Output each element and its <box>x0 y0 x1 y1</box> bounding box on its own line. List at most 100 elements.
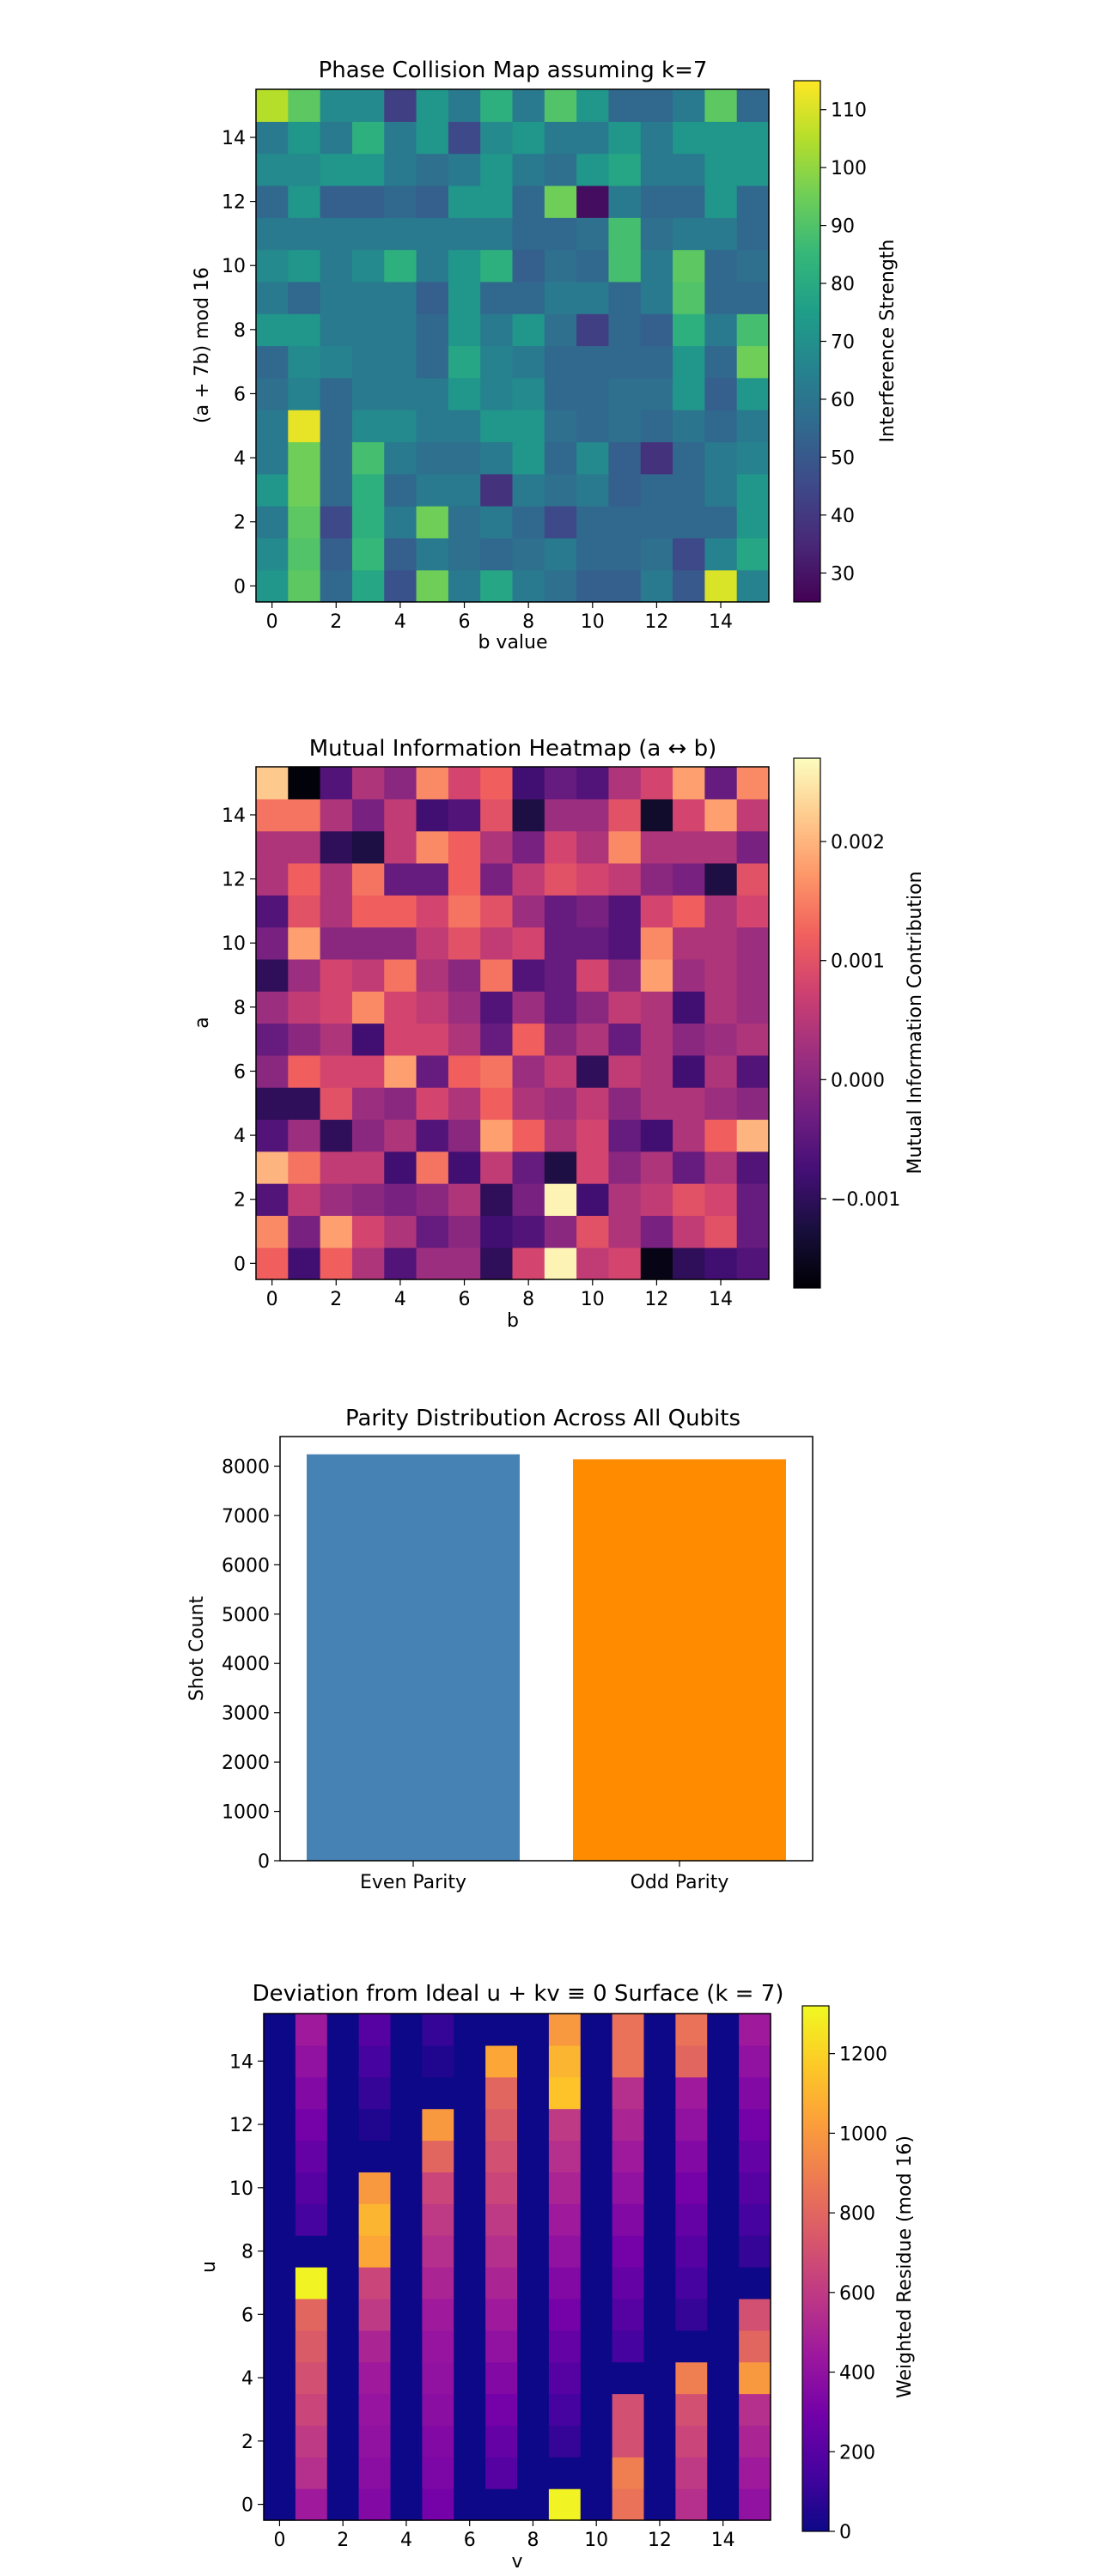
heatmap-cell <box>580 2014 613 2046</box>
heatmap-cell <box>512 569 545 603</box>
heatmap-cell <box>384 313 417 347</box>
heatmap-cell <box>358 2172 392 2204</box>
heatmap-cell <box>358 2203 392 2236</box>
heatmap-cell <box>351 1087 385 1121</box>
colorbar-tick-label: 100 <box>831 158 867 179</box>
y-tick-label: 8 <box>234 320 246 342</box>
heatmap-cell <box>673 862 705 896</box>
heatmap-cell <box>739 2044 771 2078</box>
heatmap-cell <box>576 1119 610 1152</box>
heatmap-cell <box>422 2457 454 2489</box>
heatmap-cell <box>326 2235 360 2268</box>
heatmap-cell <box>640 895 673 928</box>
heatmap-cell <box>390 2267 423 2300</box>
heatmap-cell <box>707 2235 740 2268</box>
heatmap-cell <box>673 313 705 347</box>
heatmap-cell <box>576 799 610 832</box>
heatmap-cell <box>512 89 545 122</box>
y-tick-label: 14 <box>222 128 246 149</box>
x-tick-label: 8 <box>522 611 534 633</box>
heatmap-cell <box>390 2172 423 2204</box>
heatmap-cell <box>608 895 642 928</box>
heatmap-cell <box>512 1247 545 1280</box>
heatmap-cell <box>390 2488 423 2521</box>
heatmap-cell <box>704 1087 738 1121</box>
x-tick-label: 10 <box>584 2530 608 2551</box>
heatmap-cell <box>485 2457 518 2489</box>
heatmap-cell <box>448 927 481 960</box>
heatmap-cell <box>288 1054 321 1088</box>
heatmap-cell <box>448 1119 481 1152</box>
heatmap-cell <box>384 506 417 538</box>
heatmap-cell <box>454 2140 486 2172</box>
heatmap-cell <box>640 249 673 283</box>
heatmap-cell <box>416 89 449 122</box>
colorbar-tick-label: 0.001 <box>831 951 885 973</box>
heatmap-cell <box>704 958 738 992</box>
x-tick-label: 14 <box>709 611 733 633</box>
heatmap-cell <box>351 345 385 379</box>
heatmap-cell <box>390 2330 423 2363</box>
heatmap-cell <box>643 2457 676 2489</box>
heatmap-cell <box>736 1087 770 1121</box>
y-tick-label: 4 <box>234 1126 246 1147</box>
heatmap-cell <box>485 2393 518 2426</box>
heatmap-cell <box>512 217 545 251</box>
heatmap-cell <box>351 1119 385 1152</box>
heatmap-cell <box>608 1054 642 1088</box>
heatmap-cell <box>264 2298 296 2331</box>
heatmap-cell <box>544 313 577 347</box>
heatmap-cell <box>480 1151 514 1184</box>
heatmap-cell <box>548 2140 582 2172</box>
heatmap-cell <box>320 441 353 475</box>
chart4-plot-frame <box>263 2013 771 2521</box>
heatmap-cell <box>256 153 289 186</box>
heatmap-cell <box>640 1054 673 1088</box>
heatmap-cell <box>736 249 770 283</box>
heatmap-cell <box>320 473 353 507</box>
chart2-y-axis: 0 2 4 6 8 10 12 14 <box>222 805 256 1275</box>
heatmap-cell <box>517 2203 550 2236</box>
heatmap-cell <box>295 2140 328 2172</box>
x-tick-label: 4 <box>394 611 406 633</box>
heatmap-cell <box>448 153 481 186</box>
heatmap-cell <box>736 1215 770 1249</box>
heatmap-cell <box>736 345 770 379</box>
heatmap-cell <box>326 2140 360 2172</box>
heatmap-cell <box>416 1247 449 1280</box>
heatmap-cell <box>736 377 770 410</box>
heatmap-cell <box>675 2425 708 2458</box>
x-tick-label: 4 <box>394 1289 406 1310</box>
heatmap-cell <box>612 2267 645 2300</box>
heatmap-cell <box>480 1119 514 1152</box>
heatmap-cell <box>320 313 353 347</box>
heatmap-cell <box>517 2361 550 2395</box>
heatmap-cell <box>704 313 738 347</box>
heatmap-cell <box>673 410 705 443</box>
heatmap-cell <box>512 538 545 571</box>
heatmap-cell <box>390 2361 423 2395</box>
heatmap-cell <box>288 89 321 122</box>
heatmap-cell <box>673 249 705 283</box>
heatmap-cell <box>608 121 642 155</box>
x-tick-label: Even Parity <box>360 1872 466 1893</box>
heatmap-cell <box>608 473 642 507</box>
heatmap-cell <box>454 2235 486 2268</box>
heatmap-cell <box>480 473 514 507</box>
heatmap-cell <box>512 767 545 799</box>
heatmap-cell <box>707 2108 740 2142</box>
heatmap-cell <box>675 2044 708 2078</box>
heatmap-cell <box>640 1087 673 1121</box>
heatmap-cell <box>544 799 577 832</box>
heatmap-cell <box>256 473 289 507</box>
heatmap-cell <box>704 345 738 379</box>
heatmap-cell <box>736 991 770 1024</box>
heatmap-cell <box>608 1151 642 1184</box>
heatmap-cell <box>480 441 514 475</box>
heatmap-cell <box>264 2203 296 2236</box>
heatmap-cell <box>544 958 577 992</box>
heatmap-cell <box>576 1247 610 1280</box>
heatmap-cell <box>384 1023 417 1056</box>
heatmap-cell <box>448 1151 481 1184</box>
heatmap-cell <box>673 1054 705 1088</box>
